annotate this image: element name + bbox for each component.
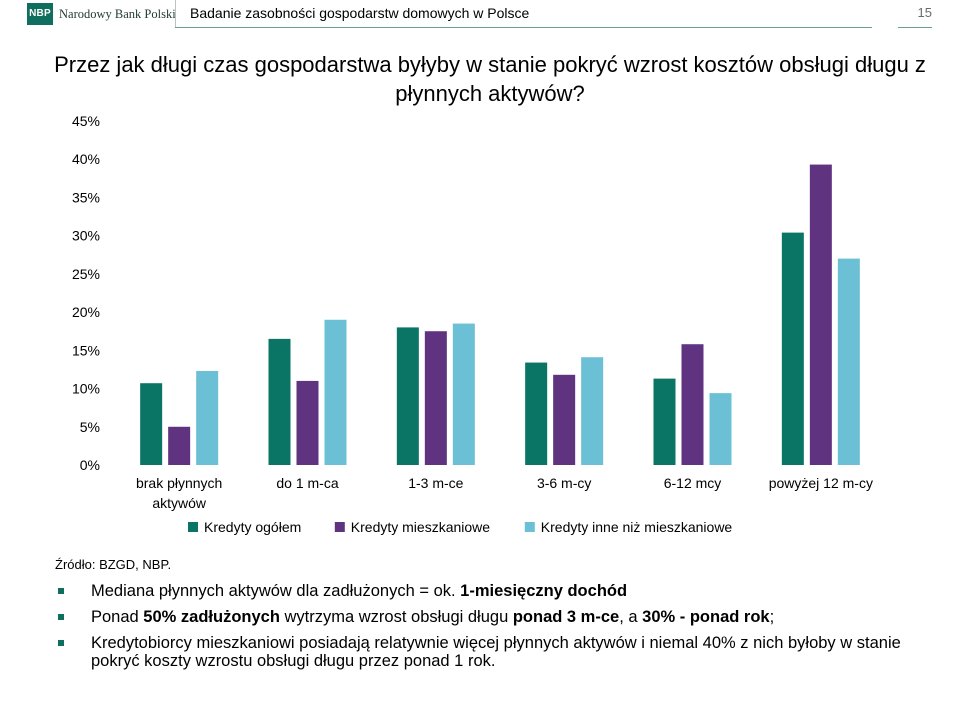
bar [196, 370, 219, 465]
y-tick-label: 25% [72, 266, 100, 282]
x-tick-label: brak płynnych [136, 475, 222, 491]
bullet-text-emphasis: 30% - ponad rok [642, 608, 770, 626]
y-tick-label: 0% [80, 457, 100, 473]
bullet-text: ; [769, 608, 775, 626]
legend-label: Kredyty inne niż mieszkaniowe [541, 519, 733, 535]
y-tick-label: 45% [72, 113, 100, 129]
bar [553, 374, 576, 465]
legend-swatch [188, 522, 198, 532]
y-tick-label: 15% [72, 342, 100, 358]
slide-header: NBP Narodowy Bank Polski Badanie zasobno… [0, 0, 960, 32]
bar [525, 362, 548, 465]
x-tick-label: aktywów [152, 495, 207, 511]
y-tick-label: 10% [72, 381, 100, 397]
bank-name: Narodowy Bank Polski [59, 7, 176, 21]
x-tick-label: 6-12 mcy [664, 475, 722, 491]
legend-label: Kredyty ogółem [204, 519, 301, 535]
x-tick-label: 3-6 m-cy [537, 475, 591, 491]
page-number-underline [898, 27, 932, 28]
bar [296, 380, 319, 465]
page-number: 15 [917, 5, 932, 20]
bullet-item: Ponad 50% zadłużonych wytrzyma wzrost ob… [58, 608, 938, 626]
bar [396, 327, 419, 465]
header-underline [175, 27, 872, 28]
nbp-logo: NBP [27, 3, 53, 25]
slide-title: Przez jak długi czas gospodarstwa byłyby… [54, 52, 926, 106]
bullet-text: , a [619, 608, 643, 626]
bar [653, 378, 676, 465]
report-title: Badanie zasobności gospodarstw domowych … [190, 5, 530, 21]
bar [452, 323, 475, 465]
y-tick-label: 35% [72, 189, 100, 205]
bullet-text: Ponad [91, 608, 144, 626]
square-bullet-icon [58, 614, 64, 620]
y-tick-label: 20% [72, 304, 100, 320]
bullet-text-emphasis: 50% zadłużonych [143, 608, 280, 626]
square-bullet-icon [58, 640, 64, 646]
bullet-item: Kredytobiorcy mieszkaniowi posiadają rel… [58, 634, 938, 670]
legend-swatch [524, 522, 535, 532]
bar [837, 258, 860, 465]
bullet-list: Mediana płynnych aktywów dla zadłużonych… [58, 582, 938, 678]
bullet-text: Kredytobiorcy mieszkaniowi posiadają rel… [91, 634, 901, 670]
x-tick-label: do 1 m-ca [276, 475, 338, 491]
y-tick-label: 30% [72, 228, 100, 244]
bar [140, 383, 163, 465]
bullet-text: Mediana płynnych aktywów dla zadłużonych… [91, 582, 461, 600]
x-tick-label: powyżej 12 m-cy [769, 475, 873, 491]
bar [581, 357, 604, 465]
bullet-text-emphasis: 1-miesięczny dochód [460, 582, 628, 600]
bar [681, 344, 704, 465]
bar [781, 232, 804, 465]
x-tick-label: 1-3 m-ce [408, 475, 463, 491]
bullet-item: Mediana płynnych aktywów dla zadłużonych… [58, 582, 938, 600]
y-tick-label: 5% [80, 419, 100, 435]
bar [809, 164, 832, 465]
legend-swatch [334, 522, 345, 532]
bar [709, 393, 732, 465]
bullet-text-emphasis: ponad 3 m-ce [512, 608, 620, 626]
bar-chart: 0% 5% 10% 15% 20% 25% 30% 35% 40% 45% brak płynnyc… [72, 113, 873, 535]
bar [324, 319, 347, 465]
source-note: Źródło: BZGD, NBP. [55, 557, 172, 572]
bullet-text: wytrzyma wzrost obsługi długu [279, 608, 513, 626]
square-bullet-icon [58, 588, 64, 594]
header-divider [175, 0, 176, 28]
legend-label: Kredyty mieszkaniowe [351, 519, 490, 535]
bar [424, 331, 447, 465]
y-tick-label: 40% [72, 151, 100, 167]
bar [268, 338, 291, 465]
bar [168, 426, 191, 465]
